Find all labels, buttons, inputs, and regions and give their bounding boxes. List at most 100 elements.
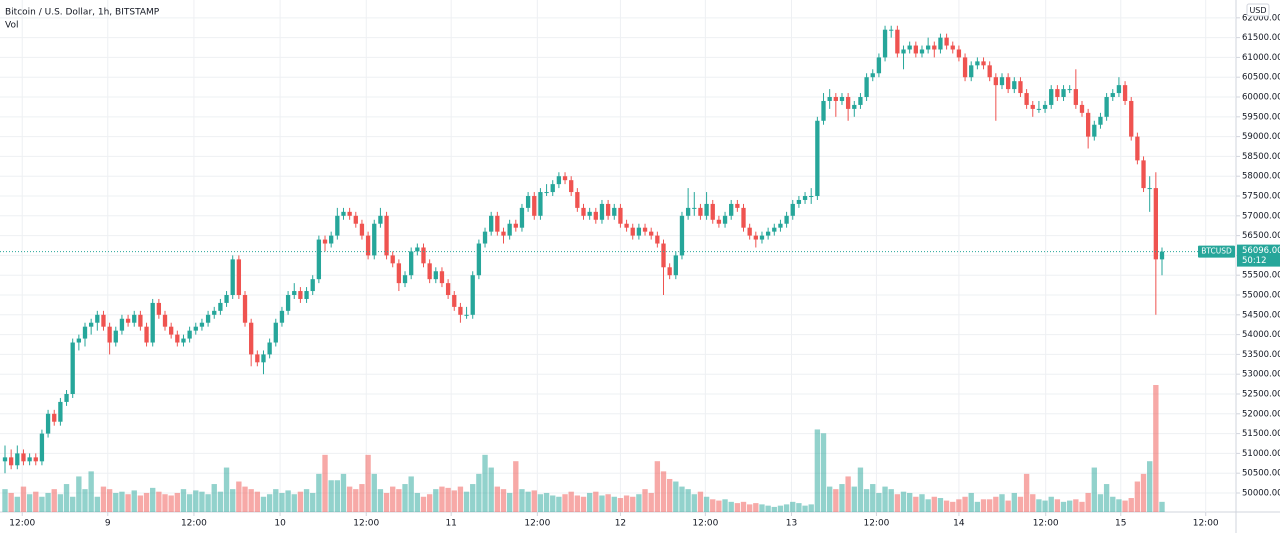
volume-bar xyxy=(377,489,384,512)
volume-bar xyxy=(162,494,168,512)
volume-bar xyxy=(156,491,162,512)
volume-bar xyxy=(445,487,451,512)
candle-body xyxy=(1129,100,1134,137)
candle-body xyxy=(999,77,1005,86)
volume-bar xyxy=(568,491,574,512)
x-tick-label: 14 xyxy=(953,519,965,529)
volume-bar xyxy=(353,489,359,512)
candle-body xyxy=(458,306,463,315)
volume-bar xyxy=(291,494,297,512)
candle-body xyxy=(372,223,377,256)
candle-body xyxy=(27,457,32,462)
volume-bar xyxy=(950,501,956,512)
volume-bar xyxy=(476,473,482,512)
volume-bar xyxy=(470,484,476,512)
x-tick-label: 15 xyxy=(1115,519,1126,529)
candle-body xyxy=(1092,124,1097,137)
volume-bar xyxy=(919,494,925,512)
candle-body xyxy=(673,255,678,276)
x-tick-label: 12:00 xyxy=(9,519,35,529)
y-tick-label: 60000.00 xyxy=(1242,93,1280,103)
volume-bar xyxy=(63,484,70,512)
candle-body xyxy=(661,243,666,268)
candle-body xyxy=(655,235,660,244)
volume-bar xyxy=(888,489,894,512)
candle-body xyxy=(193,326,198,331)
candle-body xyxy=(612,207,617,216)
y-tick-label: 50000.00 xyxy=(1242,488,1280,498)
candle-body xyxy=(790,203,795,216)
volume-bar xyxy=(1023,473,1030,512)
volume-bar xyxy=(285,490,291,512)
y-tick-label: 53500.00 xyxy=(1242,350,1280,360)
volume-bar xyxy=(14,496,20,512)
volume-bar xyxy=(537,494,544,512)
volume-bar xyxy=(150,487,156,512)
candle-body xyxy=(236,259,242,296)
volume-bar xyxy=(174,492,180,512)
volume-bar xyxy=(420,496,427,512)
candle-body xyxy=(439,271,445,284)
volume-bar xyxy=(1042,500,1048,512)
volume-bar xyxy=(1030,494,1036,512)
volume-bar xyxy=(402,484,408,512)
volume-bar xyxy=(1060,501,1067,512)
candle-body xyxy=(70,342,75,394)
candle-body xyxy=(187,330,192,339)
volume-bar xyxy=(728,501,734,512)
y-tick-label: 52000.00 xyxy=(1242,409,1280,419)
volume-bar xyxy=(26,494,33,512)
candle-body xyxy=(89,322,94,327)
candle-body xyxy=(925,45,931,50)
candle-body xyxy=(501,231,506,236)
volume-bar xyxy=(556,496,562,512)
volume-bar xyxy=(248,489,254,512)
candle-body xyxy=(716,219,722,224)
volume-bar xyxy=(900,491,907,512)
candle-body xyxy=(1079,104,1085,113)
candle-body xyxy=(495,215,500,232)
volume-bar xyxy=(1134,481,1141,512)
candle-body xyxy=(113,330,118,343)
volume-bar xyxy=(1079,501,1085,512)
volume-bar xyxy=(20,486,27,512)
volume-bar xyxy=(143,492,150,512)
candle-body xyxy=(15,453,20,466)
candle-body xyxy=(218,302,223,311)
candle-body xyxy=(901,49,906,54)
candle-body xyxy=(2,457,8,462)
candle-body xyxy=(932,45,937,50)
x-tick-label: 12:00 xyxy=(524,519,550,529)
candle-body xyxy=(993,77,998,86)
volume-bar xyxy=(1159,501,1165,512)
y-tick-label: 54500.00 xyxy=(1242,310,1280,320)
volume-bar xyxy=(833,489,839,512)
candle-body xyxy=(402,275,408,284)
volume-bar xyxy=(703,496,710,512)
candle-body xyxy=(593,211,598,220)
candle-body xyxy=(538,192,543,216)
candle-body xyxy=(581,207,586,216)
candle-body xyxy=(550,184,555,193)
candle-body xyxy=(969,65,974,78)
volume-bar xyxy=(1017,496,1024,512)
x-tick-label: 11 xyxy=(445,519,456,529)
candle-body xyxy=(322,239,328,244)
currency-box[interactable] xyxy=(1246,3,1270,17)
volume-bar xyxy=(365,454,371,512)
y-tick-label: 51500.00 xyxy=(1242,429,1280,439)
volume-bar xyxy=(617,498,624,512)
candle-body xyxy=(95,314,100,323)
candle-body xyxy=(1104,97,1109,117)
candle-body xyxy=(642,227,648,232)
y-tick-label: 50500.00 xyxy=(1242,469,1280,479)
currency-label[interactable]: USD xyxy=(1249,6,1266,15)
candle-body xyxy=(698,207,703,216)
candle-body xyxy=(39,433,45,462)
candle-body xyxy=(181,338,186,343)
axes: 50000.00 50500.00 51000.00 51500.00 52000.00… xyxy=(0,13,1280,529)
volume-bar xyxy=(580,496,587,512)
candle-body xyxy=(396,263,402,284)
candle-body xyxy=(704,203,709,216)
